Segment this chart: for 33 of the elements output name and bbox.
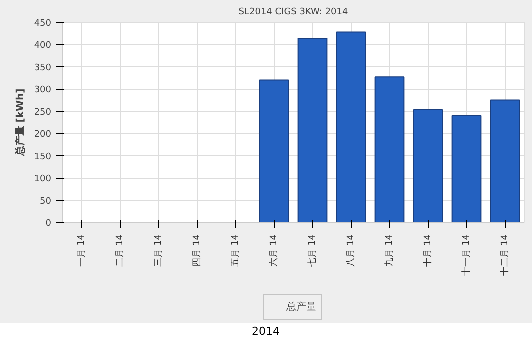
y-tick-label: 350 (34, 63, 52, 74)
bar (490, 100, 520, 222)
y-tick-label: 300 (34, 86, 52, 96)
bar (298, 38, 328, 222)
x-tick-label: 八月 14 (345, 234, 356, 267)
x-tick-label: 一月 14 (76, 234, 87, 267)
x-tick-label: 七月 14 (306, 234, 318, 267)
y-tick-label: 450 (34, 19, 52, 29)
bar (374, 76, 405, 222)
y-tick-label: 250 (34, 108, 52, 118)
bar (259, 80, 290, 222)
x-tick-label: 五月 14 (230, 234, 241, 267)
y-tick-label: 400 (34, 41, 52, 52)
y-tick-label: 150 (34, 152, 52, 162)
bar (336, 32, 366, 222)
text: 总产量 (286, 300, 316, 314)
y-tick-label: 0 (46, 219, 52, 229)
x-tick-label: 十一月 14 (460, 234, 472, 276)
x-tick-label: 十月 14 (422, 234, 434, 267)
x-tick-label: 四月 14 (192, 234, 202, 267)
x-tick-label: 六月 14 (268, 234, 280, 267)
x-tick-label: 三月 14 (154, 234, 164, 267)
text: 2014 (251, 325, 281, 338)
x-tick-label: 十二月 14 (499, 234, 510, 276)
y-tick-label: 50 (40, 196, 52, 207)
bar (413, 110, 444, 222)
y-tick-label: 200 (34, 130, 52, 140)
x-tick-label: 九月 14 (384, 234, 395, 267)
y-axis-title: 总产量 [kWh] (14, 88, 26, 158)
y-tick-label: 100 (34, 174, 52, 185)
chart-title: SL2014 CIGS 3KW: 2014 (238, 8, 348, 18)
x-tick-label: 二月 14 (115, 234, 126, 267)
bar (452, 115, 482, 222)
